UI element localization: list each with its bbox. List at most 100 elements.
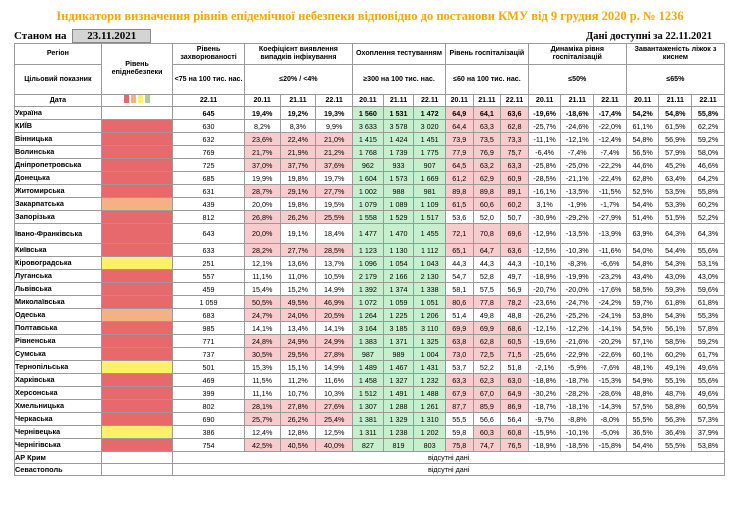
testing-value: 1 054: [382, 256, 415, 270]
beds-value: 53,3%: [658, 197, 693, 211]
dyn-value: -25,0%: [560, 158, 595, 172]
table-row: Сумська 737 30,5% 29,5% 27,8% 987 989 1 004 73,0…: [14, 347, 725, 361]
morbidity-value: 769: [172, 145, 245, 159]
beds-value: 60,2%: [691, 197, 725, 211]
hosp-value: 62,3: [472, 373, 502, 387]
hosp-value: 89,8: [472, 184, 502, 198]
testing-value: 1 768: [352, 145, 384, 159]
beds-value: 60,2%: [658, 347, 693, 361]
hosp-value: 58,1: [445, 282, 474, 296]
dyn-value: -10,1%: [560, 425, 595, 439]
testing-value: 1 123: [352, 243, 384, 257]
table-row: Закарпатська 439 20,0% 19,8% 19,5% 1 079 1 089…: [14, 197, 725, 211]
col-level: Рівень епіднебезпеки: [100, 43, 174, 95]
detection-value: 24,9%: [279, 334, 317, 348]
beds-value: 60,5%: [691, 399, 725, 413]
date-cell: 22.11: [315, 94, 354, 107]
target-indicator-label: Цільовий показник: [14, 64, 102, 95]
hosp-value: 48,8: [500, 308, 529, 322]
level-cell: [100, 386, 174, 400]
dyn-value: -25,7%: [527, 119, 562, 133]
dyn-value: -19,6%: [527, 106, 562, 120]
detection-value: 24,0%: [279, 308, 317, 322]
dyn-value: -8,0%: [593, 412, 627, 426]
testing-value: 1 130: [382, 243, 415, 257]
detection-value: 19,7%: [315, 171, 354, 185]
table-row: Рівненська 771 24,8% 24,9% 24,9% 1 383 1 371 1 …: [14, 334, 725, 348]
dyn-value: -28,2%: [560, 386, 595, 400]
beds-value: 54,0%: [625, 243, 660, 257]
testing-value: 933: [382, 158, 415, 172]
hosp-value: 62,9: [472, 171, 502, 185]
date-cell: 21.11: [560, 94, 595, 107]
testing-value: 1 739: [382, 145, 415, 159]
detection-value: 27,7%: [315, 184, 354, 198]
detection-value: 20,0%: [243, 197, 281, 211]
detection-value: 21,7%: [243, 145, 281, 159]
table-row-no-data: Севастополь відсутні дані: [14, 463, 725, 476]
beds-value: 61,5%: [658, 119, 693, 133]
testing-value: 1 512: [352, 386, 384, 400]
testing-value: 1 472: [413, 106, 447, 120]
detection-value: 26,2%: [279, 210, 317, 224]
hosp-value: 87,7: [445, 399, 474, 413]
level-cell: [100, 360, 174, 374]
table-row: Чернівецька 386 12,4% 12,8% 12,5% 1 311 1 238 1…: [14, 425, 725, 439]
detection-value: 46,9%: [315, 295, 354, 309]
dyn-value: -15,8%: [593, 438, 627, 452]
testing-value: 2 166: [382, 269, 415, 283]
table-row: Тернопільська 501 15,3% 15,1% 14,9% 1 489 1 46…: [14, 360, 725, 374]
detection-value: 28,5%: [315, 243, 354, 257]
testing-value: 1 096: [352, 256, 384, 270]
beds-value: 58,5%: [625, 282, 660, 296]
detection-value: 28,2%: [243, 243, 281, 257]
morbidity-value: 812: [172, 210, 245, 224]
testing-value: 1 381: [352, 412, 384, 426]
detection-value: 14,9%: [315, 360, 354, 374]
detection-value: 40,0%: [315, 438, 354, 452]
beds-value: 54,2%: [625, 106, 660, 120]
table-row: Полтавська 985 14,1% 13,4% 14,1% 3 164 3 185 3 …: [14, 321, 725, 335]
table-row: Київська 633 28,2% 27,7% 28,5% 1 123 1 130 1 11…: [14, 243, 725, 257]
beds-value: 61,8%: [691, 295, 725, 309]
detection-value: 11,2%: [279, 373, 317, 387]
level-cell: [100, 399, 174, 413]
dyn-value: -1,9%: [560, 197, 595, 211]
region-name: Херсонська: [14, 386, 102, 400]
hosp-value: 89,8: [445, 184, 474, 198]
testing-value: 1 531: [382, 106, 415, 120]
legend-swatch: [138, 95, 144, 104]
table-row: Одеська 683 24,7% 24,0% 20,5% 1 264 1 225 1 206…: [14, 308, 725, 322]
dyn-value: -8,8%: [560, 412, 595, 426]
dyn-value: -14,1%: [593, 321, 627, 335]
beds-value: 54,8%: [625, 132, 660, 146]
dyn-value: -17,4%: [593, 106, 627, 120]
date-cell: 20.11: [625, 94, 660, 107]
testing-value: 2 179: [352, 269, 384, 283]
hosp-value: 52,0: [472, 210, 502, 224]
level-cell: [100, 145, 174, 159]
dyn-value: -12,5%: [527, 243, 562, 257]
beds-value: 55,6%: [691, 243, 725, 257]
hosp-value: 44,3: [445, 256, 474, 270]
morbidity-value: 725: [172, 158, 245, 172]
testing-target: ≥300 на 100 тис. нас.: [352, 64, 447, 95]
beds-value: 55,5%: [625, 412, 660, 426]
beds-value: 43,0%: [691, 269, 725, 283]
level-cell: [100, 412, 174, 426]
morbidity-value: 1 059: [172, 295, 245, 309]
morbidity-value: 633: [172, 243, 245, 257]
region-name: Рівненська: [14, 334, 102, 348]
hosp-value: 73,0: [445, 347, 474, 361]
hosp-value: 51,8: [500, 360, 529, 374]
col-testing: Охоплення тестуванням: [352, 43, 447, 65]
testing-value: 1 202: [413, 425, 447, 439]
hosp-value: 62,8: [472, 334, 502, 348]
region-name: Луганська: [14, 269, 102, 283]
dyn-value: -18,8%: [527, 373, 562, 387]
beds-value: 52,2%: [691, 210, 725, 224]
dyn-value: -10,1%: [527, 256, 562, 270]
level-legend: [123, 95, 151, 106]
region-name: Закарпатська: [14, 197, 102, 211]
beds-value: 56,1%: [658, 321, 693, 335]
